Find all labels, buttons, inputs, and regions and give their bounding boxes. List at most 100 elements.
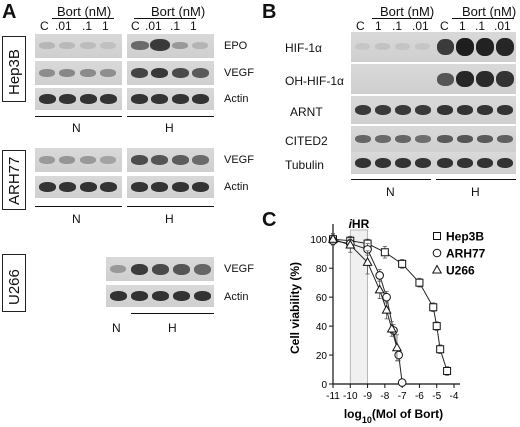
ihr-region: iHR xyxy=(349,217,370,385)
panel-b-lane-h-4: .01 xyxy=(494,19,511,33)
condition-arh77-h: H xyxy=(165,212,174,226)
panel-a-lane-h-4: 1 xyxy=(190,19,197,33)
data-point xyxy=(345,239,356,249)
blot-oh-hif1a xyxy=(351,64,516,94)
x-tick-label: -5 xyxy=(432,391,441,402)
y-tick-label: 20 xyxy=(316,351,328,362)
condition-line-arh77-h xyxy=(127,206,214,207)
panel-b-condition-n: N xyxy=(386,185,395,199)
panel-b-lane-n-1: C xyxy=(356,19,365,33)
panel-a-letter: A xyxy=(2,1,17,23)
blot-label-vegf-u266: VEGF xyxy=(224,263,254,275)
blot-hep3b-epo-h xyxy=(127,34,214,58)
x-tick-label: -4 xyxy=(450,391,459,402)
cell-line-box-hep3b: Hep3B xyxy=(2,36,26,102)
data-point xyxy=(429,303,438,312)
blot-hep3b-epo-n xyxy=(35,34,122,58)
blot-label-actin-arh77: Actin xyxy=(224,181,249,193)
panel-b-lane-h-2: 1 xyxy=(459,19,466,33)
x-tick-label: -9 xyxy=(363,391,372,402)
blot-label-oh-hif1a: OH-HIF-1α xyxy=(285,74,344,88)
series-hep3b xyxy=(329,234,452,376)
x-tick-label: -11 xyxy=(326,391,340,402)
panel-b-normoxia-header: Bort (nM) xyxy=(380,4,435,19)
x-tick-label: -8 xyxy=(380,391,389,402)
panel-b-condition-line-n xyxy=(351,179,431,180)
panel-a-lane-h-3: .1 xyxy=(170,19,181,33)
blot-label-arnt: ARNT xyxy=(290,105,323,119)
blot-arh77-vegf-h xyxy=(127,148,214,172)
panel-b-lane-h-3: .1 xyxy=(475,19,486,33)
ihr-label: iHR xyxy=(349,217,370,231)
blot-hep3b-actin-h xyxy=(127,88,214,110)
panel-a-lane-h-1: C xyxy=(131,19,140,33)
condition-hep3b-n: N xyxy=(72,121,81,135)
blot-label-vegf-arh77: VEGF xyxy=(224,154,254,166)
series-u266 xyxy=(327,233,403,362)
blot-hep3b-vegf-h xyxy=(127,61,214,85)
panel-b-lane-n-4: .01 xyxy=(412,19,429,33)
blot-arnt xyxy=(351,96,516,124)
legend-label-u266: U266 xyxy=(446,264,475,278)
cell-line-box-arh77: ARH77 xyxy=(2,150,26,210)
chart-axes: -11 -10 -9 -8 -7 -6 -5 -4 0 20 40 60 80 100 log10(Mol … xyxy=(288,224,460,425)
panel-a-header-line-h xyxy=(134,18,196,19)
panel-b-header-line-n xyxy=(372,18,432,19)
data-point xyxy=(391,342,403,352)
data-point xyxy=(397,378,407,387)
blot-label-vegf-hep3b: VEGF xyxy=(224,67,254,79)
legend-label-hep3b: Hep3B xyxy=(446,230,484,244)
blot-u266-actin xyxy=(106,285,214,307)
blot-arh77-vegf-n xyxy=(35,148,122,172)
blot-hep3b-actin-n xyxy=(35,88,122,110)
blot-label-hif1a: HIF-1α xyxy=(285,41,322,55)
data-point xyxy=(374,284,385,294)
blot-u266-vegf xyxy=(106,257,214,281)
data-point xyxy=(394,350,403,360)
blot-hep3b-vegf-n xyxy=(35,61,122,85)
data-point xyxy=(386,323,397,333)
panel-b-lane-n-2: 1 xyxy=(375,19,382,33)
data-point xyxy=(375,271,384,280)
blot-hif1a xyxy=(351,32,516,62)
cell-line-box-u266: U266 xyxy=(2,254,26,312)
blot-label-actin-hep3b: Actin xyxy=(224,93,249,105)
x-tick-label: -7 xyxy=(398,391,407,402)
legend-marker-arh77 xyxy=(432,248,442,258)
series-line xyxy=(332,238,448,372)
blot-label-epo: EPO xyxy=(224,40,248,52)
panel-a-lane-n-3: .1 xyxy=(82,19,93,33)
panel-a-hypoxia-header: Bort (nM) xyxy=(151,4,206,19)
blot-arh77-actin-n xyxy=(35,176,122,198)
condition-arh77-n: N xyxy=(72,212,81,226)
blot-cited2 xyxy=(351,126,516,152)
condition-line-hep3b-h xyxy=(127,116,214,117)
data-point xyxy=(380,248,389,257)
legend-marker-hep3b xyxy=(433,232,441,240)
condition-line-u266-h xyxy=(131,313,214,314)
y-tick-label: 0 xyxy=(321,380,327,391)
x-axis-title: log10(Mol of Bort) xyxy=(344,407,443,425)
data-point xyxy=(362,256,373,266)
panel-a-lane-n-2: .01 xyxy=(55,19,72,33)
data-point xyxy=(443,366,452,375)
y-tick-label: 60 xyxy=(316,293,328,304)
data-point xyxy=(382,292,391,302)
data-point xyxy=(432,322,441,331)
panel-b-condition-h: H xyxy=(471,185,480,199)
condition-u266-n: N xyxy=(112,321,121,335)
x-tick-label: -10 xyxy=(343,391,358,402)
panel-c-letter: C xyxy=(262,209,277,231)
panel-b-header-line-h xyxy=(452,18,514,19)
panel-b-condition-line-h xyxy=(436,179,516,180)
chart-series xyxy=(327,233,452,387)
blot-tubulin xyxy=(351,152,516,174)
condition-line-hep3b-n xyxy=(35,116,122,117)
panel-a-header-line-n xyxy=(52,18,114,19)
panel-b-lane-h-1: C xyxy=(440,19,449,33)
legend-label-arh77: ARH77 xyxy=(446,247,486,261)
y-tick-label: 100 xyxy=(310,235,327,246)
y-tick-label: 80 xyxy=(316,264,328,275)
